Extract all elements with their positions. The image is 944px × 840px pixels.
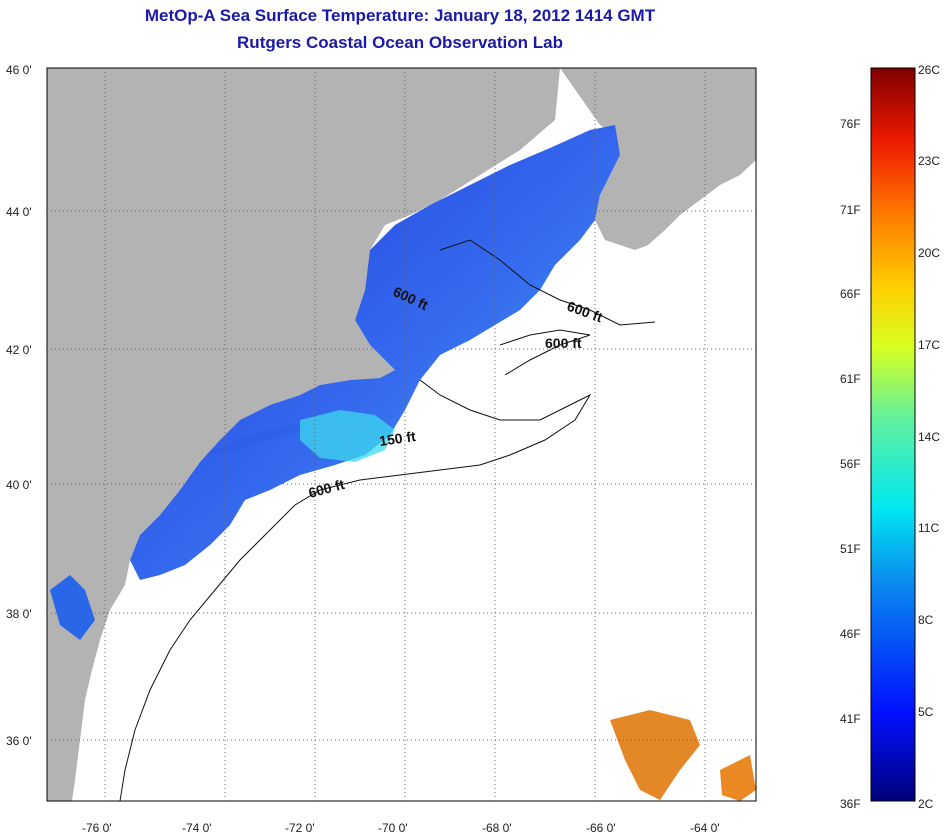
lon-label: -72 0' xyxy=(285,821,315,835)
sst-cyan-patch xyxy=(300,410,395,462)
colorbar-fahrenheit-label: 36F xyxy=(840,797,861,811)
lon-label: -66 0' xyxy=(586,821,616,835)
map-title: MetOp-A Sea Surface Temperature: January… xyxy=(144,6,656,25)
colorbar-fahrenheit-label: 56F xyxy=(840,457,861,471)
isobath-contour xyxy=(439,239,656,326)
colorbar-celsius-label: 14C xyxy=(918,430,940,444)
colorbar-fahrenheit-label: 61F xyxy=(840,372,861,386)
contour-label: 150 ft xyxy=(378,428,417,449)
lon-label: -64 0' xyxy=(690,821,720,835)
colorbar-fahrenheit-label: 71F xyxy=(840,203,861,217)
lon-label: -70 0' xyxy=(378,821,408,835)
map-subtitle: Rutgers Coastal Ocean Observation Lab xyxy=(237,33,563,52)
lon-label: -74 0' xyxy=(182,821,212,835)
colorbar-celsius-label: 17C xyxy=(918,338,940,352)
colorbar-celsius-label: 20C xyxy=(918,246,940,260)
sst-warm-patch-2 xyxy=(720,755,756,801)
lon-label: -68 0' xyxy=(482,821,512,835)
colorbar-celsius-label: 8C xyxy=(918,613,934,627)
lat-label: 36 0' xyxy=(6,734,32,748)
colorbar-fahrenheit-label: 41F xyxy=(840,712,861,726)
temperature-colorbar xyxy=(870,67,916,802)
lat-label: 44 0' xyxy=(6,205,32,219)
isobath-contour-2 xyxy=(119,379,592,801)
isobath-contour-3 xyxy=(499,329,591,376)
lat-label: 38 0' xyxy=(6,607,32,621)
lat-label: 40 0' xyxy=(6,478,32,492)
colorbar-celsius-label: 5C xyxy=(918,705,934,719)
colorbar-celsius-label: 2C xyxy=(918,797,934,811)
lat-label: 42 0' xyxy=(6,343,32,357)
sst-cold-shelf-water xyxy=(130,125,620,580)
colorbar-celsius-label: 26C xyxy=(918,63,940,77)
sst-chesapeake xyxy=(50,575,95,640)
contour-label: 600 ft xyxy=(545,335,582,351)
lat-label: 46 0' xyxy=(6,63,32,77)
colorbar-fahrenheit-label: 76F xyxy=(840,117,861,131)
colorbar-fahrenheit-label: 66F xyxy=(840,287,861,301)
map-frame xyxy=(46,67,757,802)
sst-warm-patch xyxy=(610,710,700,800)
colorbar-fahrenheit-label: 46F xyxy=(840,627,861,641)
lon-label: -76 0' xyxy=(82,821,112,835)
colorbar-fahrenheit-label: 51F xyxy=(840,542,861,556)
land-canada xyxy=(560,68,756,250)
land-us-east-coast xyxy=(47,68,560,801)
colorbar-celsius-label: 23C xyxy=(918,154,940,168)
colorbar-celsius-label: 11C xyxy=(918,521,939,535)
